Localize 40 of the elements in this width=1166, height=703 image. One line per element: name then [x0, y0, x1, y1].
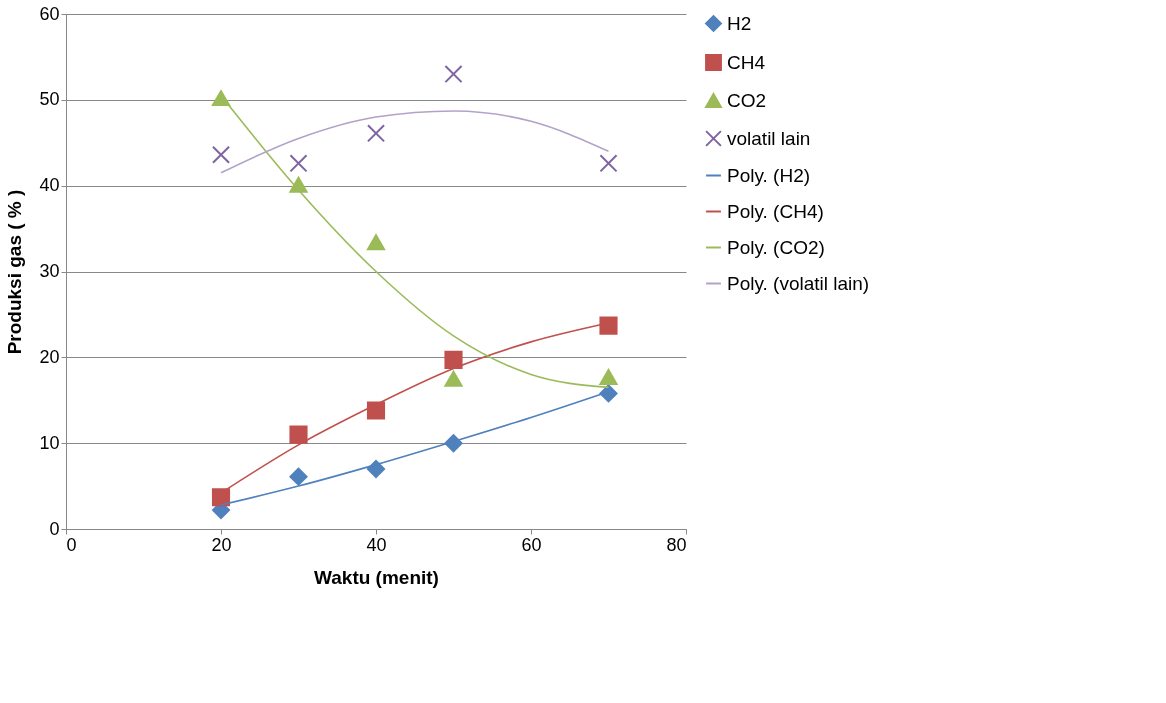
y-tick-label: 0 — [49, 518, 60, 539]
legend-label: Poly. (volatil lain) — [727, 272, 870, 294]
point — [444, 370, 463, 387]
legend-label: CH4 — [727, 51, 766, 73]
x-tick-label: 40 — [366, 534, 387, 555]
y-axis-title: Produksi gas ( % ) — [4, 189, 26, 355]
legend-label: H2 — [727, 12, 752, 34]
legend-label: Poly. (CH4) — [727, 200, 824, 222]
y-tick-label: 40 — [39, 175, 60, 196]
point — [289, 154, 308, 173]
x-tick-label: 60 — [521, 534, 542, 555]
x-tick-label: 80 — [666, 534, 687, 555]
y-tick-label: 10 — [39, 432, 60, 453]
point — [289, 467, 308, 486]
point — [211, 145, 231, 164]
x-tick-label: 0 — [66, 534, 77, 555]
point — [366, 459, 386, 478]
legend-label: CO2 — [727, 89, 767, 111]
legend-label: Poly. (H2) — [727, 164, 811, 186]
y-tick-label: 20 — [39, 346, 60, 367]
point — [599, 316, 618, 335]
x-axis-title: Waktu (menit) — [314, 566, 439, 588]
legend-label: volatil lain — [727, 127, 811, 149]
y-tick-label: 50 — [39, 89, 60, 110]
line-series — [220, 110, 610, 174]
point — [444, 65, 463, 84]
point — [366, 234, 386, 251]
point — [599, 384, 618, 403]
y-tick-label: 30 — [39, 261, 60, 281]
x-tick-label: 20 — [211, 534, 232, 555]
point — [366, 124, 386, 143]
point — [599, 154, 618, 173]
point — [211, 488, 231, 507]
point — [289, 425, 308, 444]
point — [444, 350, 463, 369]
point — [289, 176, 308, 193]
y-tick-label: 60 — [39, 3, 60, 24]
point — [366, 401, 386, 420]
legend-label: Poly. (CO2) — [727, 236, 825, 258]
point — [599, 369, 618, 386]
